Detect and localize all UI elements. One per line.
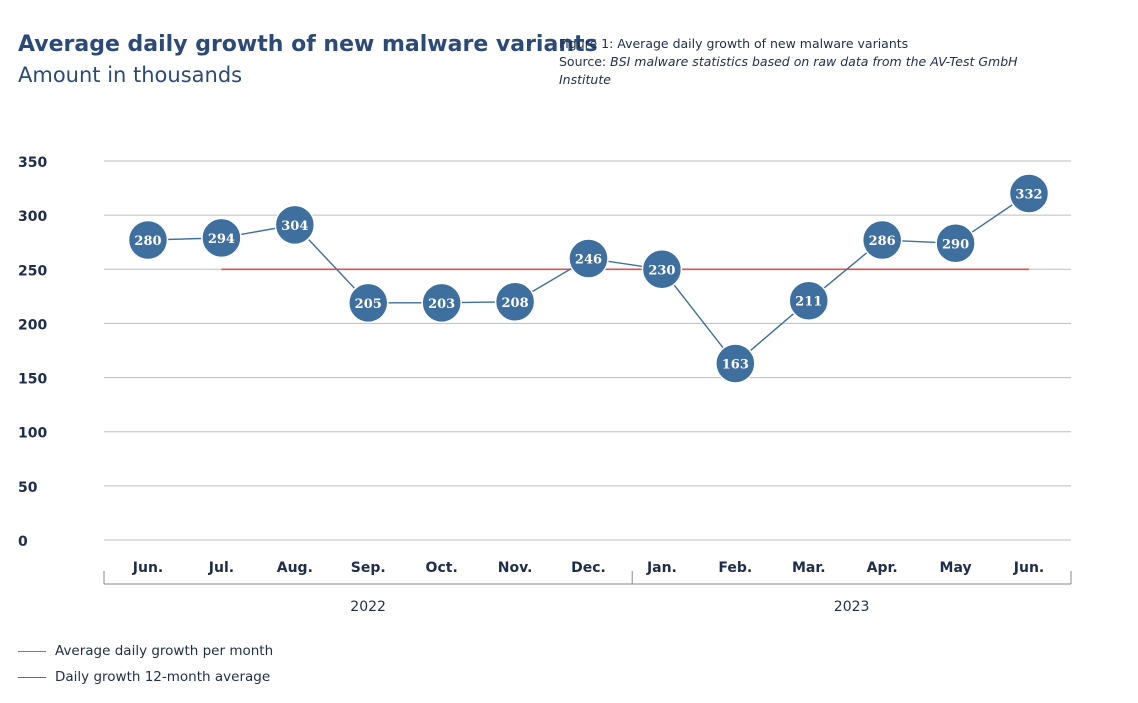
x-tick-label: May bbox=[940, 560, 972, 576]
data-label: 304 bbox=[281, 219, 308, 234]
data-point bbox=[788, 280, 829, 321]
y-tick-label: 200 bbox=[18, 317, 47, 333]
source-text: BSI malware statistics based on raw data… bbox=[559, 54, 1018, 87]
y-tick-label: 250 bbox=[18, 263, 47, 279]
legend-label-average: Average daily growth per month bbox=[55, 643, 274, 659]
x-tick-label: Sep. bbox=[351, 560, 386, 576]
data-point bbox=[127, 219, 169, 261]
data-label: 286 bbox=[869, 234, 896, 249]
data-label: 203 bbox=[428, 297, 455, 312]
data-point bbox=[274, 204, 316, 246]
x-tick-label: Oct. bbox=[426, 560, 458, 576]
x-tick-label: Dec. bbox=[571, 560, 606, 576]
data-point bbox=[715, 343, 756, 384]
y-tick-label: 150 bbox=[18, 372, 47, 388]
data-label: 290 bbox=[942, 237, 969, 252]
data-point bbox=[935, 223, 976, 264]
data-label: 332 bbox=[1015, 187, 1042, 202]
legend-item-rolling: Daily growth 12-month average bbox=[18, 669, 270, 685]
y-tick-label: 300 bbox=[18, 209, 47, 225]
x-tick-label: Jan. bbox=[646, 560, 677, 576]
data-label: 205 bbox=[355, 297, 382, 312]
figure-label: Figure 1: Average daily growth of new ma… bbox=[559, 36, 909, 51]
data-label: 163 bbox=[722, 357, 749, 372]
legend-swatch-average bbox=[18, 650, 46, 652]
x-tick-label: Nov. bbox=[498, 560, 533, 576]
y-tick-label: 50 bbox=[18, 480, 38, 496]
data-point bbox=[568, 238, 609, 279]
year-label: 2023 bbox=[834, 599, 870, 615]
x-tick-label: Jul. bbox=[208, 560, 234, 576]
data-point bbox=[421, 282, 462, 324]
legend-label-rolling: Daily growth 12-month average bbox=[55, 669, 271, 685]
data-label: 294 bbox=[208, 232, 235, 247]
x-tick-label: Jun. bbox=[132, 560, 163, 576]
y-tick-label: 100 bbox=[18, 426, 47, 442]
y-tick-label: 350 bbox=[18, 155, 47, 171]
source-label: Source: bbox=[559, 54, 607, 69]
data-label: 211 bbox=[795, 295, 822, 310]
data-point bbox=[348, 282, 389, 324]
data-point bbox=[1008, 173, 1050, 214]
x-tick-label: Jun. bbox=[1013, 560, 1044, 576]
x-tick-label: Feb. bbox=[718, 560, 752, 576]
x-tick-label: Apr. bbox=[867, 560, 898, 576]
data-point bbox=[494, 281, 536, 323]
y-tick-label: 0 bbox=[18, 534, 28, 550]
source-line: Source: BSI malware statistics based on … bbox=[559, 53, 1059, 89]
data-point bbox=[641, 249, 683, 290]
legend-item-average: Average daily growth per month bbox=[18, 643, 273, 659]
year-label: 2022 bbox=[350, 599, 386, 615]
data-label: 230 bbox=[648, 263, 675, 278]
data-point bbox=[861, 219, 903, 261]
x-tick-label: Mar. bbox=[792, 560, 826, 576]
data-label: 280 bbox=[134, 234, 161, 249]
data-label: 246 bbox=[575, 252, 602, 267]
legend-swatch-rolling bbox=[18, 676, 46, 678]
chart-subtitle: Amount in thousands bbox=[18, 63, 243, 87]
data-label: 208 bbox=[502, 296, 529, 311]
figure-caption: Figure 1: Average daily growth of new ma… bbox=[559, 35, 1059, 89]
x-tick-label: Aug. bbox=[277, 560, 313, 576]
data-point bbox=[201, 217, 242, 259]
chart-title: Average daily growth of new malware vari… bbox=[18, 32, 598, 57]
